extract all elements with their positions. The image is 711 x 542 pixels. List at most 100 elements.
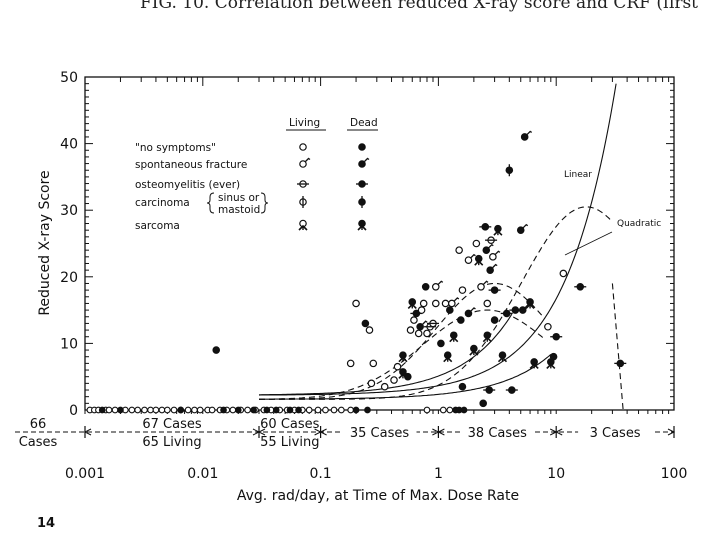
zero-point-living <box>446 406 454 414</box>
zero-point-dead <box>250 406 257 414</box>
data-point <box>549 352 558 361</box>
data-point <box>431 299 440 308</box>
x-tick-label: 0.01 <box>187 466 218 482</box>
curve-label-quadratic: Quadratic <box>617 219 661 229</box>
data-point <box>398 351 408 363</box>
zero-point-living <box>337 406 345 414</box>
bin-label-line2: Cases <box>19 435 58 450</box>
data-point <box>352 299 360 308</box>
data-point <box>410 316 418 324</box>
data-point <box>380 382 389 391</box>
zero-point-living <box>244 406 251 414</box>
data-point <box>493 224 503 236</box>
quadratic-fit-lower-band <box>258 309 546 400</box>
data-point <box>544 322 552 331</box>
zero-point-living <box>111 406 119 414</box>
legend-label-carcinoma-bracket-top: sinus or <box>218 192 260 204</box>
zero-point-living <box>208 406 216 414</box>
quadratic-fit-falloff <box>611 283 624 411</box>
data-point <box>486 263 498 274</box>
x-tick-label: 10 <box>547 466 565 482</box>
y-axis-title: Reduced X-ray Score <box>37 170 53 315</box>
legend-symbol-living <box>298 219 308 231</box>
data-point <box>500 309 513 318</box>
plot-frame <box>84 76 675 411</box>
data-point <box>404 372 412 381</box>
data-point <box>417 306 426 314</box>
data-point <box>614 359 627 368</box>
zero-point-dead <box>364 406 371 414</box>
bin-arrow <box>319 428 327 436</box>
data-point <box>346 359 355 368</box>
zero-point-living <box>347 406 355 414</box>
data-point <box>559 269 568 278</box>
bin-label: 38 Cases <box>468 426 527 441</box>
zero-point-living <box>196 406 204 414</box>
legend-label-osteomyelitis: osteomyelitis (ever) <box>135 179 240 191</box>
zero-point-dead <box>177 406 185 414</box>
data-point <box>479 399 487 408</box>
data-point <box>407 298 417 310</box>
data-point <box>482 331 492 343</box>
legend-header-living: Living <box>289 117 320 129</box>
data-point <box>414 329 423 338</box>
data-point <box>525 298 535 310</box>
y-tick-label: 50 <box>60 70 78 86</box>
data-point <box>390 376 398 384</box>
data-point <box>437 339 445 348</box>
data-point <box>472 239 481 248</box>
legend: Living Dead "no symptoms" spontaneous fr… <box>135 117 378 232</box>
zero-point-living <box>152 406 160 414</box>
zero-point-living <box>439 406 447 414</box>
data-point <box>482 243 494 254</box>
zero-point-dead <box>460 406 468 414</box>
data-point <box>427 319 440 328</box>
legend-label-sarcoma: sarcoma <box>135 220 180 232</box>
zero-point-living <box>141 406 148 414</box>
data-point <box>516 223 529 234</box>
y-tick-label: 30 <box>60 203 78 219</box>
data-point <box>529 358 539 369</box>
legend-label-no-symptoms: "no symptoms" <box>135 142 216 154</box>
bin-label: 3 Cases <box>590 426 641 441</box>
data-point <box>448 297 460 308</box>
bin-label-bg <box>460 423 535 441</box>
legend-symbol-dead <box>357 219 367 231</box>
zero-point-living <box>163 406 171 414</box>
data-point <box>441 299 450 308</box>
linear-fit-lower-band <box>259 353 552 400</box>
data-point <box>505 386 518 394</box>
data-point <box>455 246 463 254</box>
quadratic-label-leader <box>564 231 613 256</box>
zero-point-living <box>147 406 154 414</box>
data-point <box>464 307 476 318</box>
legend-symbol-living <box>297 180 309 188</box>
bin-arrow <box>83 428 92 436</box>
bin-label-line1: 67 Cases <box>142 417 201 432</box>
bin-label-line1: 66 <box>30 417 47 432</box>
data-point <box>458 382 467 391</box>
zero-point-living <box>158 406 166 414</box>
zero-point-dead <box>220 406 227 414</box>
figure-caption: FIG. 10. Correlation between reduced X-r… <box>140 0 699 13</box>
bin-label-line1: 60 Cases <box>260 417 319 432</box>
x-axis-title: Avg. rad/day, at Time of Max. Dose Rate <box>237 488 519 504</box>
data-point <box>497 351 508 363</box>
legend-label-carcinoma: carcinoma <box>135 197 190 209</box>
zero-point-living <box>229 406 237 414</box>
zero-point-dead <box>295 406 302 414</box>
data-point <box>574 282 587 291</box>
y-tick-label: 0 <box>69 403 78 419</box>
legend-header-dead: Dead <box>350 117 378 129</box>
zero-point-living <box>105 406 113 414</box>
legend-symbol-living <box>299 196 307 208</box>
data-point <box>469 344 479 356</box>
data-point <box>421 282 430 291</box>
data-point <box>483 299 492 308</box>
zero-point-living <box>423 406 431 414</box>
zero-point-living <box>305 406 313 414</box>
zero-point-dead <box>117 406 124 414</box>
y-tick-label: 40 <box>60 137 78 153</box>
data-point <box>365 326 374 334</box>
